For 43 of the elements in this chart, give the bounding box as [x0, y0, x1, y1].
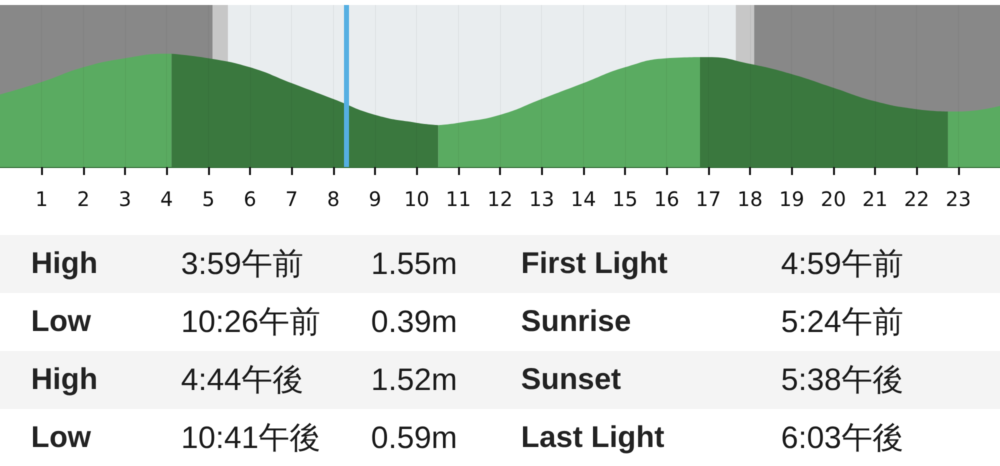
- x-tick-label: 10: [404, 187, 430, 211]
- x-tick-label: 9: [368, 187, 382, 211]
- x-tick-label: 20: [820, 187, 846, 211]
- text: 5:24午前: [781, 304, 904, 339]
- text: Low: [31, 421, 91, 455]
- x-tick-label: 21: [862, 187, 888, 211]
- x-tick-label: 5: [202, 187, 215, 211]
- text: 1.55m: [371, 246, 458, 281]
- x-tick-label: 1: [35, 187, 48, 211]
- x-tick-label: 12: [487, 187, 513, 211]
- x-tick-label: 6: [244, 187, 256, 211]
- x-tick-label: 13: [528, 187, 554, 211]
- text: Low: [31, 305, 91, 339]
- text: High: [31, 363, 98, 397]
- x-tick-label: 4: [160, 187, 174, 211]
- x-tick-label: 8: [326, 187, 340, 211]
- text: Sunset: [521, 363, 622, 397]
- text: 4:59午前: [781, 246, 904, 281]
- text: 4:44午後: [181, 362, 304, 397]
- text: 10:41午後: [181, 420, 321, 455]
- text: 6:03午後: [781, 420, 904, 455]
- x-tick-label: 3: [118, 187, 132, 211]
- x-tick-label: 18: [737, 187, 763, 211]
- x-tick-label: 16: [654, 187, 680, 211]
- x-tick-label: 19: [778, 187, 804, 211]
- text: Sunrise: [521, 305, 632, 339]
- x-tick-label: 2: [76, 187, 90, 211]
- x-tick-label: 17: [696, 187, 722, 211]
- x-tick-label: 22: [904, 187, 930, 211]
- x-tick-label: 23: [946, 187, 972, 211]
- x-tick-label: 15: [612, 187, 638, 211]
- text: 1.52m: [371, 362, 458, 397]
- text: 0.39m: [371, 304, 458, 339]
- x-tick-label: 7: [285, 187, 298, 211]
- text: 10:26午前: [181, 304, 321, 339]
- x-tick-label: 11: [446, 187, 472, 211]
- text: First Light: [521, 247, 668, 281]
- text: High: [31, 247, 98, 281]
- text: Last Light: [521, 421, 664, 455]
- text: 3:59午前: [181, 246, 304, 281]
- text: 5:38午後: [781, 362, 904, 397]
- text: 0.59m: [371, 420, 458, 455]
- x-tick-label: 14: [570, 187, 596, 211]
